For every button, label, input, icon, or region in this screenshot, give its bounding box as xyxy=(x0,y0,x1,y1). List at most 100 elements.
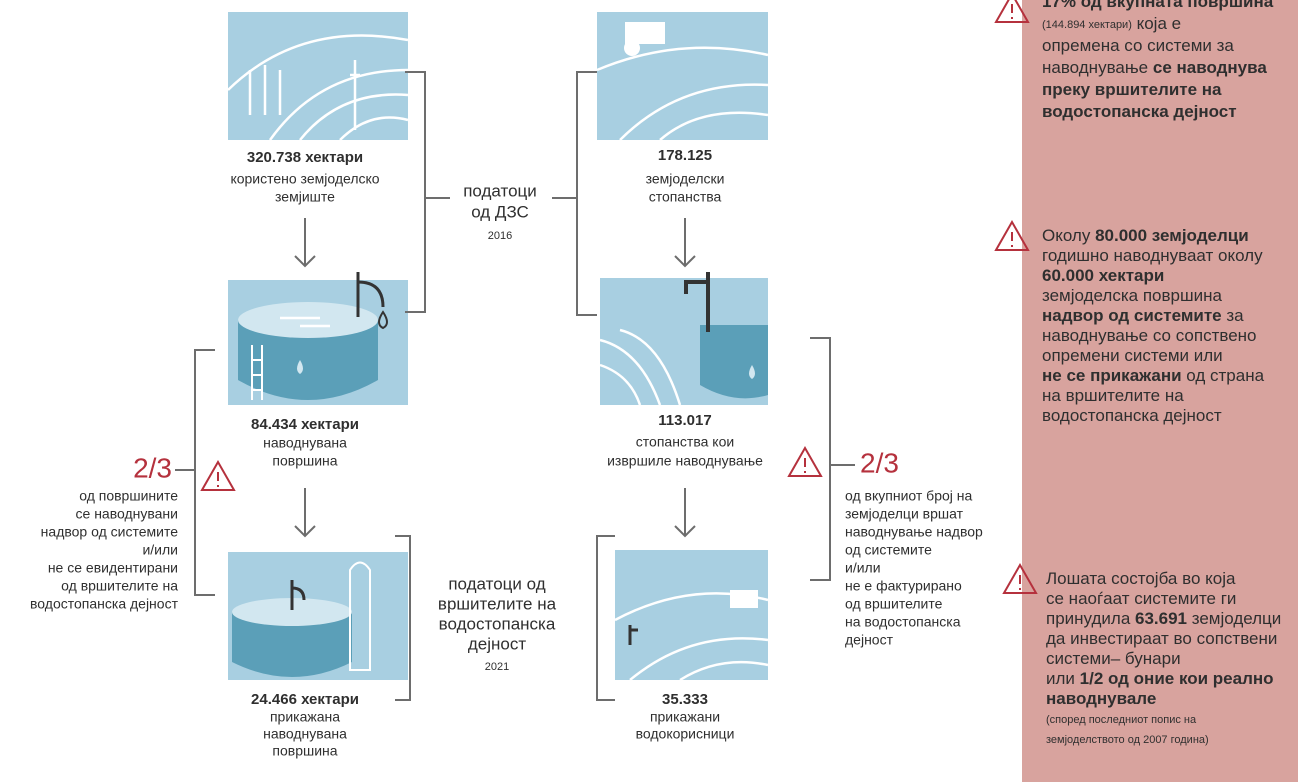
source-year: 2016 xyxy=(488,230,512,242)
note-segment: Лошата состојба во која xyxy=(1046,569,1236,588)
note-line: (според последниот попис на xyxy=(1046,714,1197,726)
tap-illustration xyxy=(599,272,768,406)
note-segment: на вршителите на xyxy=(1042,386,1184,405)
source-year: 2021 xyxy=(485,661,509,673)
note-segment: водостопанска дејност xyxy=(1042,102,1237,121)
fraction-line: од вршителите на xyxy=(61,578,178,594)
fraction-line: наводнување надвор xyxy=(845,524,983,540)
note-line: или 1/2 од оние кои реално xyxy=(1046,669,1274,688)
note-segment: опремена со системи за xyxy=(1042,36,1234,55)
note-segment: од страна xyxy=(1182,366,1265,385)
note-segment: земјоделството од 2007 година) xyxy=(1046,734,1209,746)
note-line: не се прикажани од страна xyxy=(1042,366,1265,385)
note-segment: или xyxy=(1046,669,1080,688)
side-panel xyxy=(1022,0,1298,782)
note-line: 17% од вкупната површина xyxy=(1042,0,1274,11)
fraction-line: земјоделци вршат xyxy=(845,506,964,522)
note-segment: преку вршителите на xyxy=(1042,80,1222,99)
value: 24.466 хектари xyxy=(251,691,359,708)
label-line: наводнувана xyxy=(263,435,347,451)
fraction-line: дејност xyxy=(845,632,894,648)
label-line: користено земјоделско xyxy=(230,171,379,187)
note-segment: наводнување со сопствено xyxy=(1042,326,1257,345)
note-segment: годишно наводнуваат околу xyxy=(1042,246,1263,265)
note-segment: водостопанска дејност xyxy=(1042,406,1222,425)
note-segment: (144.894 хектари) xyxy=(1042,19,1132,31)
label-line: земјоделски xyxy=(646,171,725,187)
note-segment: земјоделска површина xyxy=(1042,286,1222,305)
note-segment: да инвестираат во сопствени xyxy=(1046,629,1277,648)
fraction-line: од системите xyxy=(845,542,932,558)
note-line: наводнување со сопствено xyxy=(1042,326,1257,345)
warning-icons xyxy=(200,0,1038,594)
field-illustration xyxy=(614,550,769,682)
note-segment: 1/2 од оние кои реално xyxy=(1080,669,1274,688)
source-line: дејност xyxy=(468,634,526,653)
note-line: наводнувале xyxy=(1046,689,1156,708)
note-segment: не се прикажани xyxy=(1042,366,1182,385)
note-line: Околу 80.000 земјоделци xyxy=(1042,226,1249,245)
note-segment: принудила xyxy=(1046,609,1135,628)
reported-illustration xyxy=(228,552,408,680)
value: 320.738 хектари xyxy=(247,149,363,166)
land-illustration xyxy=(227,12,409,141)
note-segment: Околу xyxy=(1042,226,1095,245)
note-segment: (според последниот попис на xyxy=(1046,714,1197,726)
source-line: вршителите на xyxy=(438,594,557,613)
note-segment: системи– бунари xyxy=(1046,649,1181,668)
label-line: површина xyxy=(272,453,337,469)
tractor-illustration xyxy=(596,12,769,141)
fraction-line: на водостопанска xyxy=(845,614,961,630)
fraction-line: надвор од системите xyxy=(41,524,179,540)
note-segment: надвор од системите xyxy=(1042,306,1222,325)
fraction-line: не се евидентирани xyxy=(48,560,178,576)
note-line: се наоѓаат системите ги xyxy=(1046,589,1236,608)
fraction-line: и/или xyxy=(845,560,881,576)
fraction-line: и/или xyxy=(142,542,178,558)
note-segment: која е xyxy=(1132,14,1181,33)
source-line: податоци xyxy=(463,181,537,200)
note-line: водостопанска дејност xyxy=(1042,406,1222,425)
note-line: системи– бунари xyxy=(1046,649,1181,668)
label-line: прикажана xyxy=(270,709,340,725)
fraction-line: не е фактурирано xyxy=(845,578,962,594)
note-line: надвор од системите за xyxy=(1042,306,1244,325)
fraction-line: од површините xyxy=(79,488,178,504)
note-segment: за xyxy=(1222,306,1245,325)
label-line: прикажани xyxy=(650,709,720,725)
note-line: годишно наводнуваат околу xyxy=(1042,246,1263,265)
note-line: 60.000 хектари xyxy=(1042,266,1164,285)
note-line: да инвестираат во сопствени xyxy=(1046,629,1277,648)
note-line: опремени системи или xyxy=(1042,346,1223,365)
tank-illustration xyxy=(228,272,408,405)
note-segment: наводнувале xyxy=(1046,689,1156,708)
note-segment: се наоѓаат системите ги xyxy=(1046,589,1236,608)
note-line: земјоделска површина xyxy=(1042,286,1222,305)
fraction-line: водостопанска дејност xyxy=(30,596,179,612)
fraction: 2/3 xyxy=(860,447,899,478)
label-line: водокорисници xyxy=(636,726,735,742)
source-line: податоци од xyxy=(448,574,545,593)
label-line: површина xyxy=(272,743,337,759)
label-line: стопанства xyxy=(649,189,722,205)
note-line: на вршителите на xyxy=(1042,386,1184,405)
brackets xyxy=(175,71,855,701)
label-line: стопанства кои xyxy=(636,434,734,450)
note-segment: 80.000 земјоделци xyxy=(1095,226,1249,245)
note-line: (144.894 хектари) која е xyxy=(1042,14,1181,33)
note-line: Лошата состојба во која xyxy=(1046,569,1236,588)
note-segment: опремени системи или xyxy=(1042,346,1223,365)
value: 178.125 xyxy=(658,147,712,164)
note-segment: се наводнува xyxy=(1153,58,1267,77)
note-segment: 17% од вкупната површина xyxy=(1042,0,1274,11)
label-line: наводнувана xyxy=(263,726,347,742)
fraction-line: се наводнувани xyxy=(76,506,178,522)
note-segment: наводнување xyxy=(1042,58,1153,77)
fraction-line: од вкупниот број на xyxy=(845,488,972,504)
note-line: земјоделството од 2007 година) xyxy=(1046,734,1209,746)
note-segment: 60.000 хектари xyxy=(1042,266,1164,285)
arrows xyxy=(294,218,696,538)
note-segment: земјоделци xyxy=(1187,609,1281,628)
note-line: принудила 63.691 земјоделци xyxy=(1046,609,1281,628)
